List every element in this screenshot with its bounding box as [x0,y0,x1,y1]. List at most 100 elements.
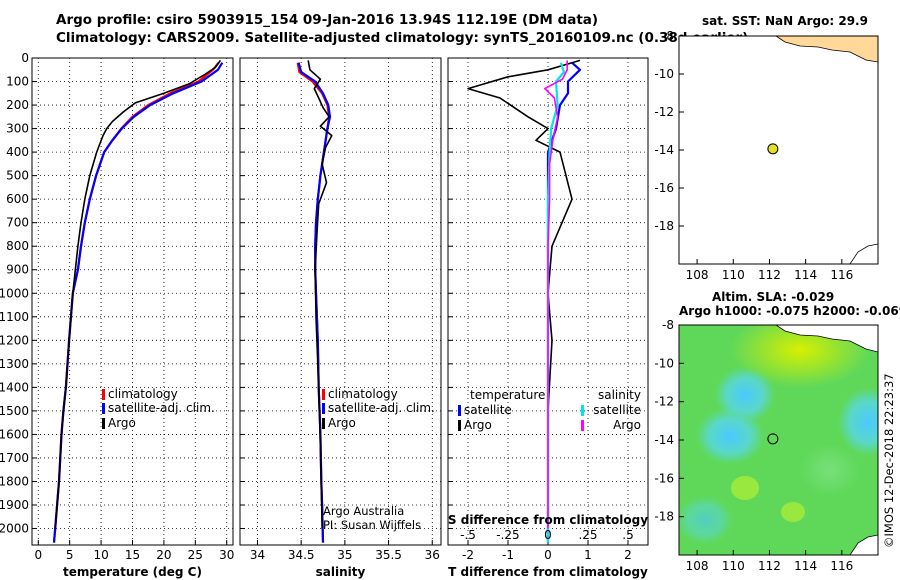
y-tick-label: 1700 [0,451,29,465]
x-tick-label: 108 [686,268,709,282]
series-line-salinity-argo [543,60,569,529]
x-tick-label: 2 [624,548,632,562]
sla-map-subtitle: Argo h1000: -0.075 h2000: -0.069 [679,304,900,318]
y-tick-label: 2000 [0,522,29,536]
legend-swatch [322,403,325,414]
x-tick-label: 110 [722,559,745,573]
y-tick-label: -16 [654,181,674,195]
legend-label: Argo [464,418,492,432]
sla-heatmap [679,325,878,555]
x2-tick-label: .5 [622,528,633,542]
imos-timestamp: ©IMOS 12-Dec-2018 22:23:37 [882,373,896,548]
y-tick-label: 500 [6,169,29,183]
x-tick-label: 114 [794,268,817,282]
x-tick-label: 34 [250,548,265,562]
legend-label: Argo [328,416,356,430]
land-area-southeast [849,243,878,264]
x-tick-label: 30 [219,548,234,562]
legend-swatch [102,403,105,414]
x-tick-label: 10 [93,548,108,562]
y-tick-label: 900 [6,263,29,277]
argo-float-location-marker [767,143,779,155]
y-tick-label: 800 [6,239,29,253]
legend-label: satellite-adj. clim. [108,401,215,415]
figure-title-line1: Argo profile: csiro 5903915_154 09-Jan-2… [56,12,598,28]
y-tick-label: -10 [654,356,674,370]
x-tick-label: 0 [34,548,42,562]
land-area-north [775,36,878,63]
legend-label: satellite [593,403,641,417]
x-tick-label: 112 [758,559,781,573]
y-tick-label: -18 [654,510,674,524]
legend-swatch [581,420,584,431]
y-tick-label: -8 [662,29,674,43]
series-line-temperature-argo [467,59,581,529]
y-tick-label: 600 [6,192,29,206]
credit-argo-australia: Argo Australia [323,504,404,518]
series-line-argo [307,60,333,529]
sla-map-title: Altim. SLA: -0.029 [712,290,834,304]
plot-frame [239,57,442,546]
x-tick-label: 114 [794,559,817,573]
x-tick-label: 116 [830,268,853,282]
x-tick-label: -2 [462,548,474,562]
x-tick-label: 20 [156,548,171,562]
figure-title-line2: Climatology: CARS2009. Satellite-adjuste… [56,30,748,46]
sst-map-title: sat. SST: NaN Argo: 29.9 [702,14,868,28]
y-tick-label: 1800 [0,474,29,488]
profile-panel-temperature: 0 5 10 15 20 25 300100200300400500600700800900… [0,51,234,579]
series-line-argo [54,59,222,529]
y-tick-label: -12 [654,395,674,409]
x-tick-label: 1 [584,548,592,562]
x-axis-label: T difference from climatology [448,565,648,579]
legend-label: satellite [464,403,512,417]
plot-frame [31,57,234,546]
legend-label: Argo [613,418,641,432]
argo-float-location-marker [767,433,779,445]
y-tick-label: -14 [654,433,674,447]
y-tick-label: 400 [6,145,29,159]
y-tick-label: -14 [654,143,674,157]
legend-swatch [102,389,105,400]
y-tick-label: 1300 [0,357,29,371]
land-area-southeast-sla [849,534,878,555]
x-tick-label: 35.5 [375,548,402,562]
x-tick-label: 36 [425,548,440,562]
x-axis-label: salinity [316,565,366,579]
x-tick-label: 0 [544,548,552,562]
legend-label: climatology [108,387,178,401]
y-tick-label: 1200 [0,333,29,347]
y-tick-label: -10 [654,67,674,81]
legend-label: climatology [328,387,398,401]
x2-tick-label: .25 [578,528,597,542]
y-tick-label: -12 [654,105,674,119]
y-tick-label: 1900 [0,498,29,512]
x-tick-label: 25 [188,548,203,562]
y-tick-label: 1600 [0,427,29,441]
x2-tick-label: 0 [544,528,552,542]
y-tick-label: -16 [654,471,674,485]
legend-label: temperature [470,388,545,402]
legend-swatch [458,405,461,416]
y-tick-label: 300 [6,122,29,136]
x-tick-label: 5 [66,548,74,562]
legend-swatch [322,389,325,400]
land-area-north-sla [775,325,878,353]
y-tick-label: 100 [6,75,29,89]
x-tick-label: 108 [686,559,709,573]
y-tick-label: 1500 [0,404,29,418]
y-tick-label: -18 [654,219,674,233]
x2-tick-label: -.25 [496,528,519,542]
x-axis-label: temperature (deg C) [63,565,202,579]
x-tick-label: 116 [830,559,853,573]
x-tick-label: 110 [722,268,745,282]
legend-swatch [581,405,584,416]
x-tick-label: 15 [125,548,140,562]
sst-map [679,36,878,264]
y-tick-label: 1100 [0,310,29,324]
y-tick-label: 700 [6,216,29,230]
x-tick-label: 112 [758,268,781,282]
y-tick-label: 200 [6,98,29,112]
legend-swatch [458,420,461,431]
